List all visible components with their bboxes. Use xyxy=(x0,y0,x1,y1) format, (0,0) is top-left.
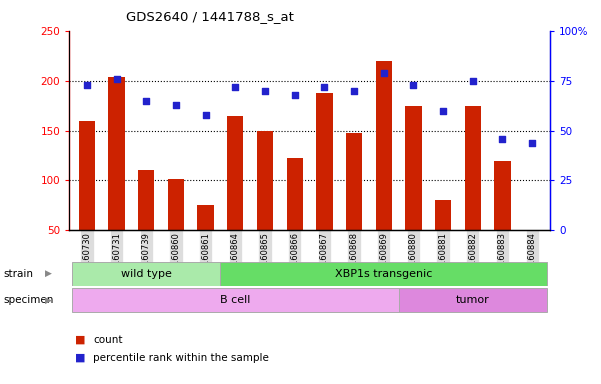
Bar xyxy=(108,77,125,230)
Bar xyxy=(494,161,511,230)
Bar xyxy=(376,61,392,230)
Point xyxy=(349,88,359,94)
Point xyxy=(527,139,537,146)
Bar xyxy=(72,288,398,313)
Text: ▶: ▶ xyxy=(45,296,52,305)
Text: percentile rank within the sample: percentile rank within the sample xyxy=(93,353,269,363)
Bar xyxy=(198,205,214,230)
Point xyxy=(201,111,210,118)
Bar xyxy=(465,106,481,230)
Text: ■: ■ xyxy=(75,353,85,363)
Point xyxy=(320,84,329,90)
Bar xyxy=(398,288,547,313)
Point xyxy=(468,78,478,84)
Bar xyxy=(221,262,547,286)
Bar xyxy=(227,116,243,230)
Point xyxy=(171,101,181,108)
Point xyxy=(498,136,507,142)
Point xyxy=(409,81,418,88)
Point xyxy=(112,76,121,82)
Point xyxy=(231,84,240,90)
Bar xyxy=(168,179,184,230)
Text: specimen: specimen xyxy=(3,295,53,306)
Point xyxy=(141,98,151,104)
Text: ▶: ▶ xyxy=(45,269,52,278)
Point xyxy=(260,88,270,94)
Bar xyxy=(346,132,362,230)
Bar xyxy=(287,157,303,230)
Bar xyxy=(72,262,221,286)
Bar xyxy=(257,131,273,230)
Text: tumor: tumor xyxy=(456,295,490,306)
Bar xyxy=(405,106,421,230)
Text: ■: ■ xyxy=(75,335,85,345)
Text: B cell: B cell xyxy=(220,295,251,306)
Text: GDS2640 / 1441788_s_at: GDS2640 / 1441788_s_at xyxy=(126,10,294,23)
Text: wild type: wild type xyxy=(121,268,172,279)
Bar xyxy=(79,121,95,230)
Point xyxy=(438,108,448,114)
Text: strain: strain xyxy=(3,268,33,279)
Point xyxy=(290,91,299,98)
Text: XBP1s transgenic: XBP1s transgenic xyxy=(335,268,432,279)
Bar xyxy=(435,200,451,230)
Point xyxy=(82,81,92,88)
Point xyxy=(379,70,388,76)
Bar xyxy=(316,93,332,230)
Text: count: count xyxy=(93,335,123,345)
Bar xyxy=(138,170,154,230)
